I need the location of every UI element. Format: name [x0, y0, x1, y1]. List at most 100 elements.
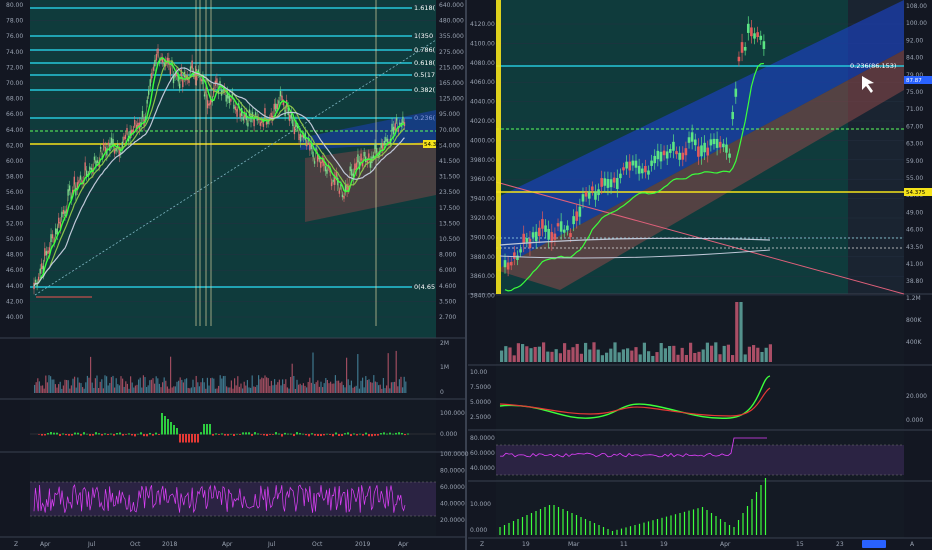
volume-bar — [596, 349, 600, 362]
macd-bar — [122, 434, 124, 436]
volume-bar — [299, 383, 301, 393]
price-tick-left: 40.00 — [6, 314, 23, 321]
price-tick-left: 48.00 — [6, 252, 23, 259]
time-tick: Apr — [398, 541, 409, 548]
volume-bar — [187, 387, 189, 393]
candle-body — [62, 209, 65, 214]
price-tick-right: 95.000 — [439, 111, 460, 118]
macd-bar — [254, 432, 256, 435]
candle-body — [703, 142, 706, 153]
volume-bar — [75, 387, 77, 393]
candle-body — [344, 184, 347, 191]
volume-bar — [550, 351, 554, 362]
candle-body — [587, 191, 591, 199]
macd-bar — [98, 433, 100, 435]
macd-bar — [278, 433, 280, 435]
volume-bar — [62, 385, 64, 393]
arrow-cursor-icon — [862, 76, 874, 93]
time-tick: 11 — [620, 541, 628, 548]
candle-body — [188, 80, 190, 83]
candle-body — [196, 74, 198, 81]
candle-body — [253, 119, 255, 127]
macd-bar — [269, 434, 271, 435]
candle-body — [96, 160, 99, 163]
volume-bar — [363, 387, 365, 393]
candle-body — [334, 177, 336, 185]
volume-bar — [211, 377, 213, 393]
volume-bar — [123, 386, 125, 393]
candle-body — [753, 33, 756, 39]
volume-bar — [226, 386, 228, 393]
candle-body — [528, 238, 532, 249]
volume-bar — [162, 382, 164, 393]
candle-body — [321, 158, 323, 163]
candle-body — [402, 116, 404, 124]
candle-body — [48, 247, 51, 254]
volume-bar — [56, 387, 58, 393]
macd-bar — [302, 433, 304, 435]
volume-bar — [53, 379, 55, 393]
price-tick-left: 60.00 — [6, 158, 23, 165]
volume-bar — [42, 385, 44, 393]
candle-body — [509, 261, 513, 266]
candle-body — [75, 187, 77, 196]
volume-bar — [82, 387, 84, 393]
candle-body — [182, 80, 184, 88]
candle-body — [309, 143, 311, 151]
candle-body — [351, 169, 353, 176]
macd-bar — [206, 424, 208, 435]
volume-bar — [689, 342, 693, 362]
candle-body — [265, 121, 268, 125]
candle-body — [628, 161, 632, 171]
price-tick-left: 3960.00 — [470, 176, 495, 183]
volume-bar — [94, 378, 96, 393]
candle-body — [347, 187, 350, 191]
volume-bar — [693, 352, 697, 362]
candle-body — [669, 149, 672, 153]
candle-body — [233, 104, 235, 109]
macd-bar — [260, 434, 262, 435]
volume-bar — [194, 387, 196, 393]
price-tick-right: 63.00 — [906, 141, 923, 148]
volume-bar — [315, 382, 317, 393]
volume-bar — [521, 344, 525, 362]
volume-bar — [358, 388, 360, 393]
candle-body — [388, 142, 390, 146]
volume-bar — [77, 377, 79, 393]
volume-bar — [195, 375, 197, 393]
macd-bar — [392, 433, 394, 435]
volume-bar — [107, 385, 109, 393]
volume-tick: 0 — [440, 389, 444, 396]
candle-body — [538, 227, 541, 237]
candle-body — [600, 178, 603, 187]
volume-bar — [40, 385, 42, 393]
candle-body — [650, 160, 653, 166]
candle-body — [250, 115, 252, 123]
price-tick-right: 67.00 — [906, 123, 923, 130]
candle-body — [330, 182, 333, 187]
candle-body — [120, 151, 122, 155]
volume-bar — [362, 377, 364, 393]
volume-bar — [402, 387, 404, 393]
candle-body — [675, 151, 678, 155]
price-tick-right: 480.000 — [439, 18, 464, 25]
histogram-tick: 10.000 — [470, 501, 491, 508]
volume-bar — [542, 342, 546, 362]
volume-bar — [731, 355, 735, 362]
volume-bar — [205, 388, 207, 393]
volume-bar — [190, 387, 192, 393]
volume-bar — [72, 378, 74, 393]
volume-bar — [735, 302, 739, 362]
candle-body — [354, 163, 356, 170]
candle-body — [341, 194, 344, 198]
macd-bar — [59, 434, 61, 436]
macd-bar — [113, 434, 115, 436]
candle-body — [566, 225, 569, 231]
volume-bar — [134, 385, 136, 393]
volume-bar — [714, 342, 718, 362]
volume-tick: 2M — [440, 340, 449, 347]
volume-bar — [173, 386, 175, 393]
rsi-line — [33, 484, 406, 514]
macd-bar — [227, 434, 229, 436]
